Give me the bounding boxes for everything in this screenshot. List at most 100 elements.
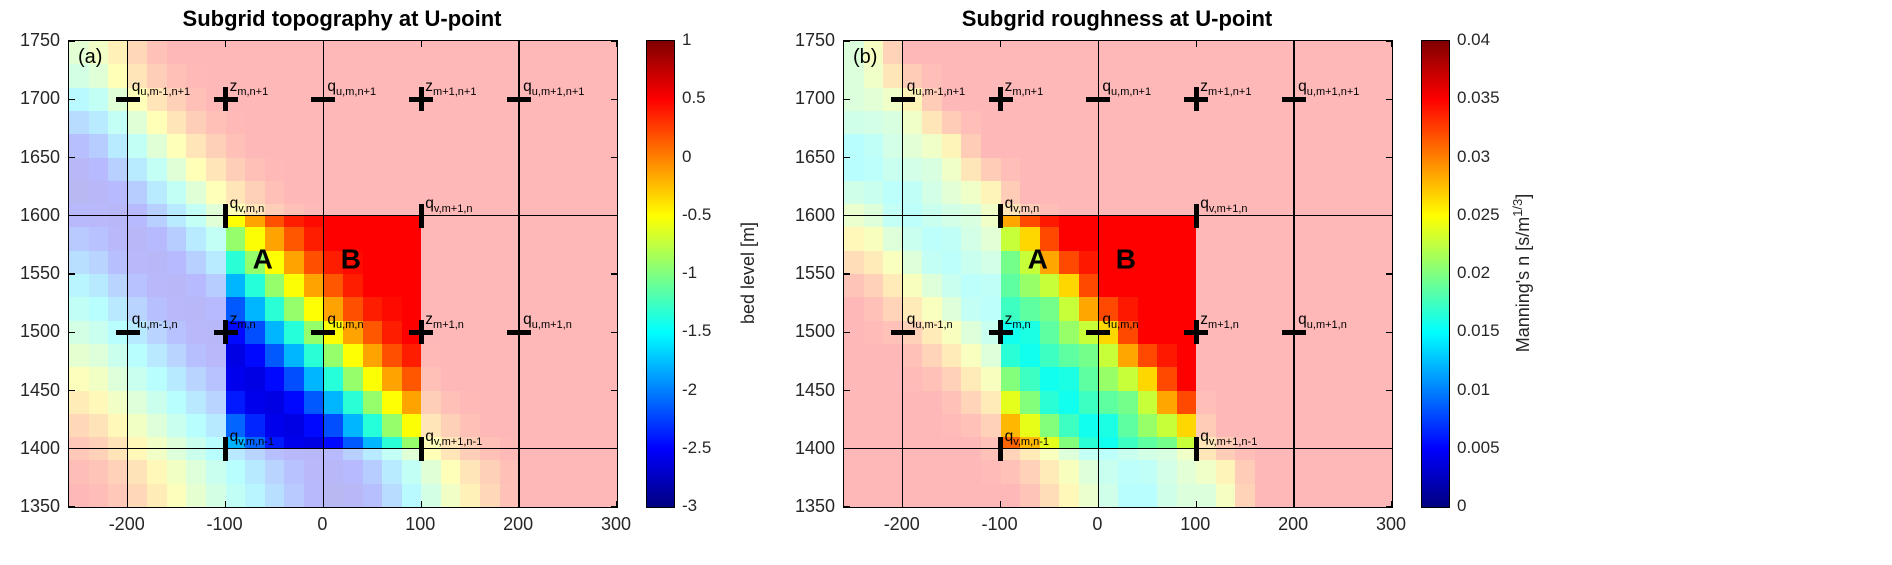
x-tick-label: 0 (317, 514, 328, 534)
axis-tick (322, 501, 325, 507)
heatmap-cell (245, 274, 266, 298)
heatmap-cell (303, 390, 325, 415)
marker-bar (507, 96, 532, 102)
heatmap-cell (1039, 297, 1060, 322)
heatmap-cell (362, 297, 383, 322)
grid-line-horizontal (69, 215, 617, 217)
point-label-subscript: m+1,n+1 (1208, 86, 1252, 99)
heatmap-cell (1118, 320, 1139, 345)
point-label-subscript: u,m-1,n+1 (140, 86, 191, 99)
colorbar-tick-label: 0.005 (1457, 437, 1500, 457)
heatmap-cell (284, 227, 305, 252)
heatmap-cell (1059, 274, 1080, 298)
axis-tick-marks (844, 41, 1392, 507)
point-label: zm,n+1 (230, 78, 269, 98)
point-label-subscript: m,n (237, 319, 256, 332)
axis-tick (611, 448, 617, 450)
heatmap-cell (1000, 343, 1021, 368)
x-tick-label: 200 (1278, 514, 1309, 534)
point-label: qv,m+1,n (425, 195, 472, 215)
heatmap-cell (1137, 227, 1158, 252)
axis-tick-marks (69, 41, 617, 507)
point-label-subscript: u,m+1,n (1306, 319, 1347, 332)
heatmap-cell (1176, 274, 1197, 298)
y-tick-label: 1600 (794, 204, 835, 225)
heatmap-cell (303, 297, 325, 322)
colorbar-tick-label: 0.04 (1457, 30, 1491, 49)
y-tick-label: 1450 (794, 379, 835, 400)
heatmap-cell (382, 320, 403, 345)
axis-tick (1386, 389, 1392, 392)
axis-tick (420, 501, 422, 507)
x-tick-label: 300 (1375, 514, 1407, 534)
axis-tick (844, 331, 850, 333)
y-tick-label: 1500 (794, 321, 835, 342)
heatmap-cell (1137, 343, 1158, 368)
heatmap-cell (1118, 367, 1139, 392)
heatmap-cell (284, 367, 305, 392)
heatmap-cell (1059, 390, 1080, 415)
heatmap-cell (284, 297, 305, 322)
point-label-base: q (1298, 311, 1307, 329)
panel-b-corner-label: (b) (853, 46, 878, 68)
point-label-subscript: u,m+1,n+1 (1306, 86, 1360, 99)
grid-lines (844, 41, 1392, 507)
axis-tick (611, 273, 617, 275)
point-label-base: q (425, 194, 434, 212)
heatmap-cell (323, 367, 344, 392)
point-label: qv,m+1,n-1 (1200, 428, 1257, 448)
heatmap-cell (245, 320, 266, 345)
axis-tick (611, 156, 617, 159)
heatmap-cell (284, 274, 305, 298)
heatmap-cell (284, 250, 305, 275)
heatmap-cell (362, 250, 383, 275)
grid-line-horizontal (844, 448, 1392, 450)
axis-tick (1386, 215, 1392, 217)
point-label-base: q (1102, 78, 1112, 96)
heatmap-cell (343, 343, 364, 368)
heatmap-cell (343, 274, 364, 298)
point-label-base: q (131, 311, 141, 329)
heatmap-cell (1059, 297, 1080, 322)
grid-lines (69, 41, 617, 507)
heatmap-cell (382, 343, 403, 368)
heatmap-cell (1137, 413, 1158, 438)
point-label: qv,m+1,n (1200, 195, 1247, 215)
colorbar-tick-label: 0.03 (1457, 146, 1491, 166)
marker-bar (223, 320, 229, 345)
heatmap-cell (1020, 413, 1041, 438)
fade-overlay (69, 41, 226, 507)
point-label: qv,m,n (1005, 195, 1040, 215)
axis-tick (1391, 501, 1392, 507)
marker-bar (311, 329, 336, 335)
marker-bar (507, 329, 532, 335)
heatmap-cell (264, 297, 285, 322)
heatmap-cell (401, 343, 422, 368)
heatmap-cell (303, 227, 325, 252)
heatmap-cell (225, 250, 246, 275)
heatmap-cell (1118, 227, 1139, 252)
axis-tick (611, 506, 617, 507)
point-label-subscript: u,m-1,n+1 (915, 86, 966, 99)
heatmap-cell (343, 390, 364, 415)
heatmap-cell (1157, 297, 1178, 322)
heatmap-cell (225, 390, 246, 415)
colorbar-tick-label: -2.5 (682, 437, 712, 457)
y-tick-label: 1650 (19, 146, 60, 167)
axis-tick (1293, 41, 1295, 47)
x-tick-label: 300 (600, 514, 632, 534)
point-label-base: z (1004, 78, 1013, 96)
heatmap-cell (343, 320, 364, 345)
point-label-subscript: m,n+1 (237, 86, 269, 99)
heatmap-cell (343, 297, 364, 322)
heatmap-cell (1157, 367, 1178, 392)
heatmap-cell (1020, 274, 1041, 298)
heatmap-cell (401, 227, 422, 252)
colorbar-tick-label: -3 (682, 496, 698, 515)
heatmap-cell (1039, 390, 1060, 415)
marker-bar (1086, 329, 1111, 335)
axis-tick (69, 506, 75, 507)
heatmap-cell (1000, 250, 1021, 275)
heatmap-cell (1098, 227, 1119, 252)
